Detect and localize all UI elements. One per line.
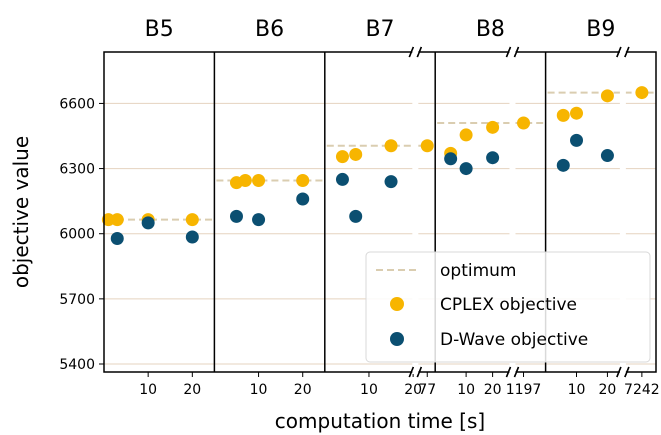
panel-title: B8 [476,17,505,42]
cplex-point [252,174,266,188]
legend-label-cplex: CPLEX objective [440,295,577,315]
cplex-point [238,174,252,188]
y-tick-label: 6300 [59,162,95,178]
legend-box [365,251,651,363]
axis-break-mark [505,366,512,378]
dwave-point [141,216,155,230]
axis-break-mark [408,366,415,378]
axis-break-gap [619,50,626,54]
axis-break-mark [513,46,520,58]
legend-swatch-dwave [390,332,404,346]
axis-break-gap [412,370,419,374]
dwave-point [459,162,473,176]
dwave-point [296,192,310,206]
x-tick-label: 10 [457,382,475,398]
cplex-point [296,174,310,188]
axis-break-mark [616,366,622,378]
dwave-point [185,230,199,244]
x-tick-label: 20 [599,382,617,398]
dwave-point [600,149,614,163]
cplex-point [420,139,434,153]
dwave-point [335,172,349,186]
cplex-point [486,120,500,134]
cplex-point [570,106,584,120]
legend-label-dwave: D-Wave objective [440,330,588,350]
axis-break-gap [619,52,626,372]
axis-break-mark [416,46,423,58]
cplex-point [635,86,649,100]
y-tick-label: 5700 [59,292,95,308]
axis-break-mark [624,366,630,378]
axis-break-mark [505,46,512,58]
dwave-point [556,158,570,172]
x-axis-label: computation time [s] [275,409,485,433]
cplex-point [556,108,570,122]
axis-break-mark [624,46,630,58]
y-tick-label: 5400 [59,357,95,373]
dwave-point [570,133,584,147]
dwave-point [229,209,243,223]
axis-break-gap [509,52,516,372]
panel-title: B6 [255,17,284,42]
cplex-point [110,213,124,227]
dwave-point [110,231,124,245]
dwave-point [486,151,500,165]
legend: optimum CPLEX objective D-Wave objective [365,251,651,363]
cplex-point [185,213,199,227]
cplex-point [459,128,473,142]
panel-title: B5 [145,17,174,42]
x-tick-label: 10 [250,382,268,398]
y-tick-label: 6000 [59,227,95,243]
x-tick-label: 20 [294,382,312,398]
cplex-point [384,139,398,153]
x-tick-label: 20 [183,382,201,398]
panel-b5: 10 20 B5 [101,17,213,398]
axis-break-mark [408,46,415,58]
dwave-point [349,209,363,223]
axis-break-mark [416,366,423,378]
x-tick-label: 20 [484,382,502,398]
x-tick-label: 77 [418,382,436,398]
cplex-point [600,89,614,103]
x-tick-label: 10 [360,382,378,398]
dwave-point [252,213,266,227]
cplex-point [335,150,349,164]
cplex-point [349,147,363,161]
panel-title: B7 [365,17,394,42]
axis-break-gap [412,52,419,372]
dwave-point [384,175,398,189]
axis-break-mark [616,46,622,58]
cplex-point [517,116,531,130]
plot-frame [103,51,657,373]
panel-title: B9 [586,17,615,42]
x-tick-label: 20 [404,382,422,398]
x-tick-label: 1197 [506,382,542,398]
y-tick-label: 6600 [59,96,95,112]
panel-b6: 10 20 B6 [216,17,323,398]
x-tick-label: 7242 [624,382,660,398]
axis-break-mark [513,366,520,378]
legend-swatch-cplex [390,297,404,311]
x-tick-label: 10 [568,382,586,398]
x-tick-label: 10 [139,382,157,398]
y-axis-label: objective value [9,136,33,288]
dwave-point [444,152,458,166]
axis-break-gap [619,370,626,374]
axis-break-gap [412,50,419,54]
axis-break-gap [509,50,516,54]
axis-break-gap [509,370,516,374]
legend-label-optimum: optimum [440,261,516,281]
